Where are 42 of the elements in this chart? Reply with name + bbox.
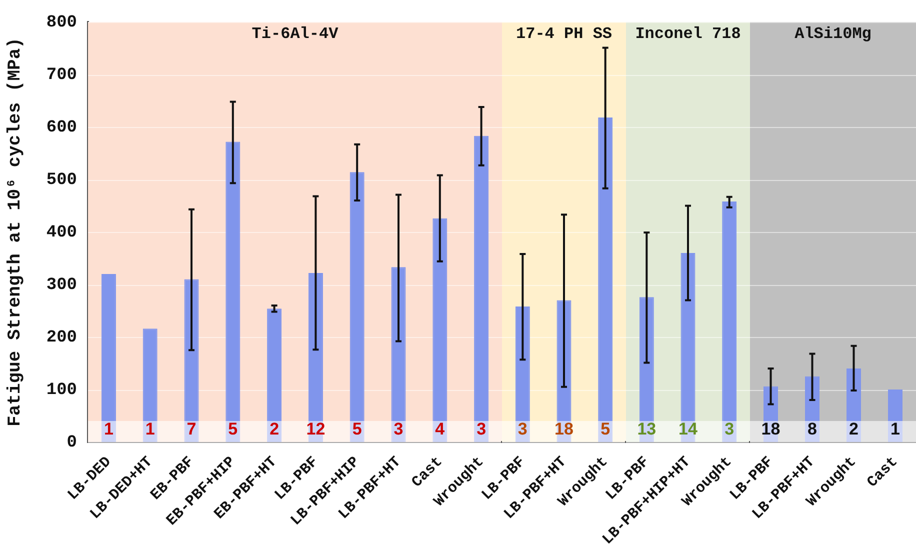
annotation: 3 bbox=[724, 420, 734, 439]
annotation: 2 bbox=[849, 420, 858, 439]
annotation: 1 bbox=[890, 420, 900, 439]
annotation: 8 bbox=[808, 420, 817, 439]
annotation: 13 bbox=[637, 420, 656, 439]
bar bbox=[474, 136, 489, 442]
y-tick-label: 700 bbox=[46, 66, 77, 85]
y-tick-label: 100 bbox=[46, 380, 77, 400]
annotation: 14 bbox=[678, 420, 698, 439]
bar bbox=[888, 390, 903, 442]
annotation: 5 bbox=[228, 420, 238, 439]
band-label: Ti-6Al-4V bbox=[252, 25, 339, 44]
annotation: 5 bbox=[600, 420, 610, 439]
annotation: 7 bbox=[186, 420, 196, 439]
y-tick-label: 400 bbox=[46, 223, 77, 242]
y-tick-label: 0 bbox=[66, 433, 77, 452]
y-tick-label: 300 bbox=[46, 276, 77, 295]
annotation: 1 bbox=[145, 420, 155, 439]
annotation: 3 bbox=[476, 420, 486, 439]
annotation: 3 bbox=[394, 420, 404, 439]
band-label: AlSi10Mg bbox=[794, 25, 872, 44]
bar bbox=[267, 308, 282, 442]
annotation: 18 bbox=[554, 420, 574, 439]
y-tick-label: 200 bbox=[46, 328, 77, 348]
annotation: 2 bbox=[270, 420, 280, 439]
annotation: 4 bbox=[435, 420, 446, 439]
bar bbox=[350, 172, 364, 442]
y-axis-title: Fatigue Strength at 10⁶ cycles (MPa) bbox=[5, 38, 26, 426]
annotation: 3 bbox=[518, 420, 528, 439]
bar bbox=[142, 328, 158, 442]
y-tick-label: 600 bbox=[46, 118, 77, 138]
annotation: 18 bbox=[761, 420, 780, 439]
annotation: 5 bbox=[352, 420, 362, 439]
band-label: Inconel 718 bbox=[635, 25, 741, 44]
y-tick-label: 500 bbox=[46, 170, 77, 190]
band-label: 17-4 PH SS bbox=[516, 25, 612, 44]
annotation: 1 bbox=[104, 420, 114, 439]
annotation: 12 bbox=[306, 420, 326, 439]
bar bbox=[226, 142, 240, 442]
bar bbox=[432, 218, 448, 442]
bar bbox=[101, 274, 116, 442]
y-tick-label: 800 bbox=[46, 13, 77, 32]
